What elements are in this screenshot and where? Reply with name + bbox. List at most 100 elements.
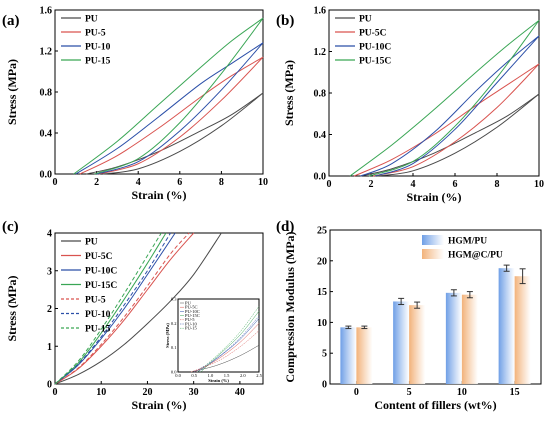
inset-series-line [194,323,260,373]
y-tick-label: 20 [317,256,327,267]
y-tick-label: 0 [322,380,327,391]
series-line-unloading [368,20,540,177]
inset-series-line [190,345,260,373]
y-tick-label: 1.2 [314,47,327,58]
series-line-loading [360,93,540,177]
panel-label: (b) [276,13,294,29]
y-tick-label: 0.0 [314,172,327,183]
y-tick-label: 0.4 [314,130,327,141]
legend-label: PU-5C [359,29,387,39]
series-line-unloading [102,92,264,175]
panel-c: 0 10 20 30 40 0 1 2 3 4 Strain (%) Stress (MPa) (c) P… [2,219,264,412]
x-tick-label: 6 [177,177,182,188]
inset-x-tick-label: 2.5 [256,373,262,378]
series-line [54,232,171,385]
legend-label: PU [359,15,372,25]
y-tick-label: 0.8 [40,88,53,99]
series-line-unloading [372,63,540,177]
y-tick-label: 4 [47,229,52,240]
x-tick-label: 0 [53,177,58,188]
legend-label: PU-15C [359,57,391,67]
series-line [54,232,167,385]
y-axis-label: Stress (MPa) [5,59,19,125]
panel-a: 0 2 4 6 8 10 0.0 0.4 0.8 1.2 1.6 Strain (%) Stress (… [2,6,268,203]
inset-y-tick-label: 0.1 [171,345,177,350]
legend-label: PU-15 [85,57,111,67]
series-line [54,232,190,385]
y-tick-label: 3 [47,266,52,277]
x-tick-label: 8 [219,177,224,188]
inset-legend-label: PU-10 [185,321,198,326]
x-tick-label: 8 [495,179,500,190]
series-line [54,232,222,385]
inset-series-line [197,306,260,373]
inset-x-tick-label: 1.5 [224,373,230,378]
y-tick-label: 0 [47,380,52,391]
series-line-unloading [375,35,540,177]
series-line-loading [349,19,540,177]
inset-legend-label: PU-15 [185,326,198,331]
legend-label: PU-15C [85,281,117,291]
series-line-loading [79,56,264,175]
legend-label: PU-5C [85,252,113,262]
panel-label: (a) [2,13,20,29]
x-tick-label: 10 [258,177,268,188]
x-tick-label: 6 [453,179,458,190]
x-axis-label: Strain (%) [407,190,462,204]
bar [498,268,515,384]
legend-swatch [422,249,444,259]
x-tick-label: 2 [94,177,99,188]
y-tick-label: 15 [317,287,327,298]
series-line [54,232,195,385]
y-tick-label: 1.6 [40,6,53,17]
inset-legend-label: PU-5C [185,305,198,310]
inset-legend-label: PU [185,300,192,305]
series-line-unloading [98,56,264,175]
y-tick-label: 1.6 [314,6,327,17]
x-tick-label: 2 [369,179,374,190]
x-tick-label: 4 [136,177,141,188]
x-axis-label: Strain (%) [132,398,187,412]
series-line-unloading [96,42,264,175]
x-tick-label: 20 [142,387,152,398]
bar [393,301,410,384]
x-tick-label: 10 [96,387,106,398]
y-tick-label: 0.4 [40,129,53,140]
inset-legend-label: PU-15C [185,313,200,318]
legend-swatch [422,235,444,245]
legend-label: HGM/PU [448,237,487,247]
inset-series-line [197,318,260,373]
bar [514,276,531,384]
series-line-unloading [377,93,540,177]
inset-y-tick-label: 0.2 [171,321,177,326]
y-tick-label: 1 [47,342,52,353]
y-axis-label: Compression Modulus (MPa) [283,231,297,382]
legend-label: PU-10 [85,43,111,53]
inset-legend-label: PU-5 [185,317,195,322]
x-tick-label: 0 [53,387,58,398]
y-axis-label: Stress (MPa) [5,275,19,341]
inset-y-tick-label: 0.0 [171,370,177,375]
legend-label: PU-10C [359,43,391,53]
legend-label: PU-5 [85,296,106,306]
plot-frame [329,229,542,385]
x-tick-label: 15 [510,387,520,398]
inset-y-label: Stress (MPa) [165,323,170,348]
bar [445,292,462,384]
x-tick-label: 0 [327,179,332,190]
inset-x-tick-label: 2.0 [240,373,246,378]
inset-x-tick-label: 0.5 [191,373,197,378]
y-tick-label: 2 [47,304,52,315]
legend-label: PU-5 [85,29,106,39]
inset-x-tick-label: 1.0 [208,373,214,378]
inset-legend-label: PU-10C [185,309,200,314]
panel-label: (c) [2,219,19,235]
x-axis-label: Strain (%) [132,188,187,202]
bar [356,327,373,384]
bar [409,305,426,384]
series-line-loading [353,63,540,177]
legend-label: HGM@C/PU [448,251,503,261]
x-tick-label: 30 [189,387,199,398]
x-tick-label: 0 [354,387,359,398]
